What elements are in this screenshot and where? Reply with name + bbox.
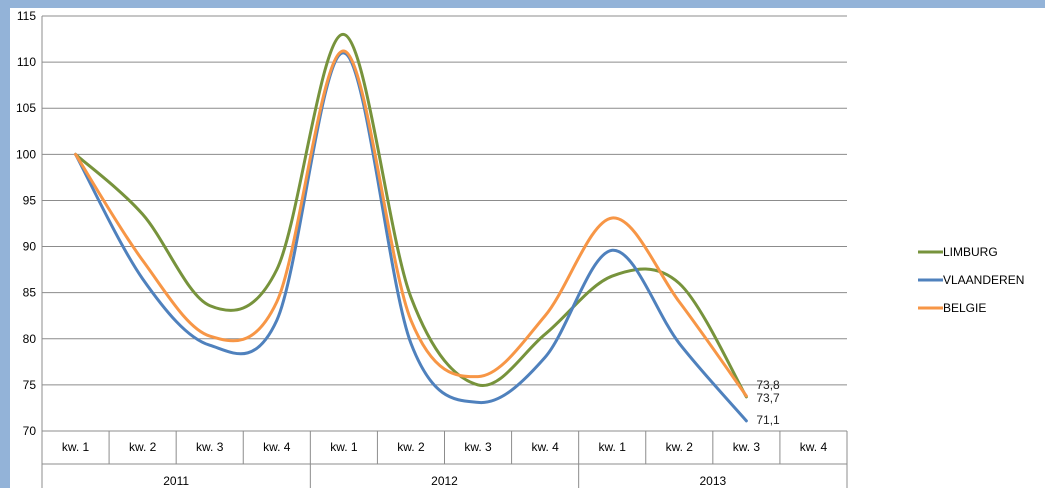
x-tick-label: kw. 1: [62, 440, 90, 454]
y-tick-label: 110: [17, 55, 36, 69]
series-lines: [74, 32, 748, 423]
grid-lines: [42, 15, 847, 432]
group-label: 2012: [431, 474, 458, 488]
axes: 70 75 80 85 90 95 100 105 110 115 kw. 1 kw. 2 kw. 3 k…: [16, 9, 848, 488]
series-line-vlaanderen: [74, 51, 748, 423]
data-label: 73,7: [756, 391, 780, 405]
x-tick-label: kw. 1: [330, 440, 358, 454]
data-label: 73,8: [756, 378, 780, 392]
series-line-limburg: [74, 32, 748, 399]
chart-frame: 70 75 80 85 90 95 100 105 110 115 kw. 1 kw. 2 kw. 3 k…: [10, 8, 1045, 488]
y-tick-label: 90: [23, 240, 37, 254]
data-label: 71,1: [756, 413, 780, 427]
x-tick-label: kw. 3: [464, 440, 492, 454]
y-tick-label: 95: [23, 193, 37, 207]
x-tick-label: kw. 2: [666, 440, 694, 454]
x-tick-label: kw. 4: [800, 440, 828, 454]
line-chart: 70 75 80 85 90 95 100 105 110 115 kw. 1 kw. 2 kw. 3 k…: [16, 9, 1024, 488]
x-tick-label: kw. 3: [196, 440, 224, 454]
y-tick-label: 85: [23, 286, 37, 300]
y-tick-label: 115: [17, 9, 36, 23]
y-tick-label: 70: [23, 424, 37, 438]
group-label: 2013: [699, 474, 726, 488]
y-tick-label: 75: [23, 378, 37, 392]
group-label: 2011: [163, 474, 189, 488]
series-line-belgie: [74, 49, 748, 398]
x-tick-label: kw. 2: [129, 440, 157, 454]
x-tick-label: kw. 4: [263, 440, 291, 454]
x-tick-label: kw. 3: [733, 440, 761, 454]
legend-label-belgie: BELGIE: [943, 301, 986, 315]
legend-label-vlaanderen: VLAANDEREN: [943, 273, 1024, 287]
x-tick-label: kw. 2: [397, 440, 425, 454]
x-tick-label: kw. 4: [531, 440, 559, 454]
legend: LIMBURG VLAANDEREN BELGIE: [918, 245, 1024, 315]
y-tick-label: 100: [16, 147, 36, 161]
data-labels: 73,873,7 71,1: [756, 378, 780, 427]
y-tick-label: 105: [16, 101, 36, 115]
x-tick-label: kw. 1: [599, 440, 627, 454]
legend-label-limburg: LIMBURG: [943, 245, 998, 259]
y-tick-label: 80: [23, 332, 37, 346]
